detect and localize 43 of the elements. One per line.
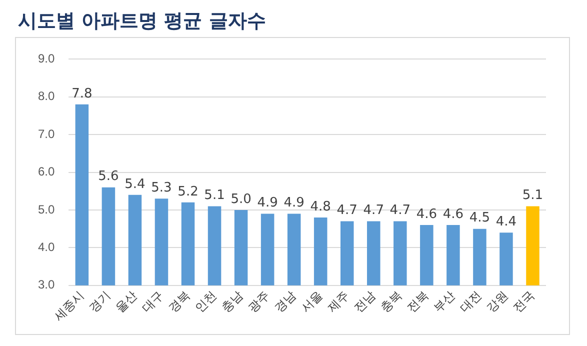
x-tick-label: 충북 bbox=[378, 288, 405, 315]
x-tick-label: 경기 bbox=[86, 288, 113, 315]
x-tick-label: 대전 bbox=[457, 288, 484, 315]
data-label: 4.7 bbox=[363, 203, 384, 218]
y-tick-label: 3.0 bbox=[38, 278, 55, 292]
data-label: 4.6 bbox=[442, 206, 464, 222]
x-tick-label: 서울 bbox=[298, 288, 326, 315]
x-tick-label: 울산 bbox=[112, 288, 140, 315]
x-tick-label: 충남 bbox=[218, 288, 246, 315]
chart-title: 시도별 아파트명 평균 글자수 bbox=[18, 9, 266, 34]
x-tick-label: 경남 bbox=[272, 288, 299, 315]
data-label: 4.9 bbox=[257, 196, 278, 211]
y-tick-label: 6.0 bbox=[38, 164, 55, 179]
x-tick-label: 강원 bbox=[484, 288, 511, 315]
data-label: 5.1 bbox=[522, 188, 544, 204]
x-tick-label: 광주 bbox=[245, 288, 272, 315]
data-label: 5.0 bbox=[230, 192, 252, 207]
x-tick-label: 경북 bbox=[166, 288, 192, 315]
data-label: 4.8 bbox=[310, 199, 331, 214]
data-label: 5.6 bbox=[98, 169, 119, 184]
data-label: 4.6 bbox=[416, 206, 438, 222]
x-tick-label: 인천 bbox=[192, 288, 219, 315]
data-label: 7.8 bbox=[72, 86, 92, 102]
data-label: 5.2 bbox=[178, 184, 198, 200]
data-label: 5.1 bbox=[204, 188, 225, 204]
data-label: 4.5 bbox=[469, 210, 490, 226]
data-label: 5.3 bbox=[151, 180, 172, 196]
data-label: 4.4 bbox=[496, 214, 517, 230]
data-label: 4.7 bbox=[336, 203, 358, 218]
data-label: 5.4 bbox=[124, 176, 146, 192]
data-label: 4.9 bbox=[284, 196, 304, 211]
x-tick-label: 제주 bbox=[324, 288, 352, 315]
x-tick-label: 전국 bbox=[510, 288, 538, 315]
data-label: 4.7 bbox=[390, 203, 410, 218]
y-tick-label: 9.0 bbox=[38, 52, 55, 66]
y-tick-label: 7.0 bbox=[38, 126, 55, 141]
y-tick-label: 4.0 bbox=[38, 240, 55, 254]
x-tick-label: 전남 bbox=[351, 288, 378, 315]
y-tick-label: 8.0 bbox=[38, 89, 55, 104]
x-tick-label: 대구 bbox=[139, 288, 166, 315]
y-tick-label: 5.0 bbox=[38, 202, 55, 216]
x-tick-label: 부산 bbox=[430, 288, 458, 315]
x-tick-label: 전북 bbox=[404, 288, 432, 315]
